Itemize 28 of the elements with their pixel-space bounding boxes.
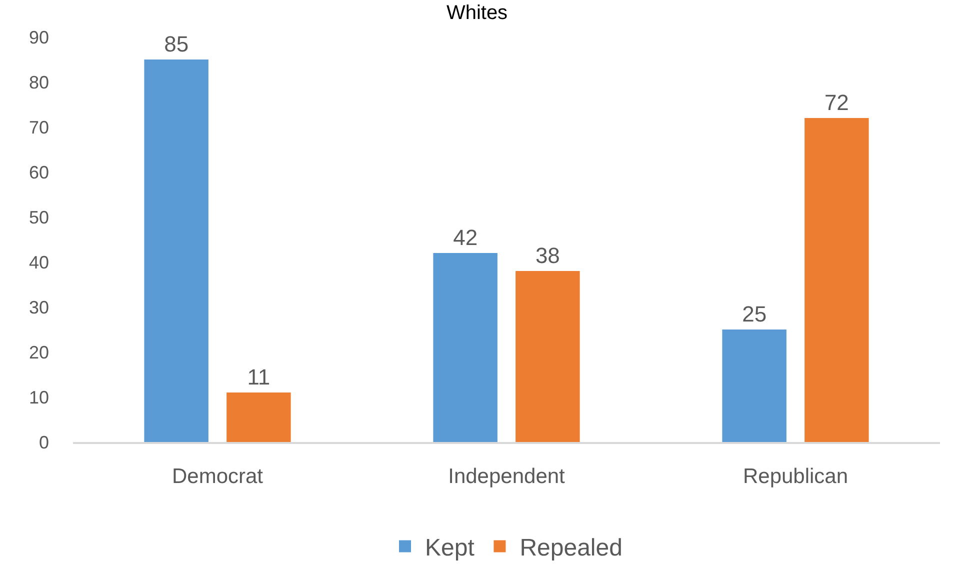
- chart-title: Whites: [446, 2, 508, 24]
- x-tick-label: Independent: [448, 464, 566, 488]
- data-label: 38: [535, 243, 560, 268]
- y-tick-label: 20: [28, 342, 49, 362]
- x-tick-label: Republican: [742, 464, 848, 488]
- data-label: 25: [742, 302, 767, 326]
- y-tick-label: 50: [28, 207, 49, 228]
- bar: [433, 253, 498, 442]
- legend-label: Repealed: [520, 534, 622, 562]
- legend-label: Kept: [425, 534, 475, 562]
- x-tick-label: Democrat: [172, 464, 264, 488]
- data-label: 11: [247, 364, 270, 390]
- data-label: 42: [453, 225, 478, 250]
- y-tick-label: 80: [28, 72, 49, 92]
- bar: [722, 330, 786, 442]
- y-tick-label: 10: [28, 387, 49, 408]
- y-tick-label: 90: [28, 27, 49, 48]
- bar: [144, 60, 208, 442]
- bar: [516, 271, 580, 442]
- bar: [226, 392, 291, 442]
- bar: [804, 118, 869, 442]
- y-tick-label: 0: [38, 432, 49, 452]
- y-tick-label: 60: [28, 162, 49, 182]
- y-tick-label: 40: [28, 252, 49, 272]
- data-label: 85: [164, 32, 189, 56]
- y-tick-label: 70: [28, 117, 49, 138]
- data-label: 72: [824, 90, 849, 115]
- y-tick-label: 30: [28, 297, 49, 318]
